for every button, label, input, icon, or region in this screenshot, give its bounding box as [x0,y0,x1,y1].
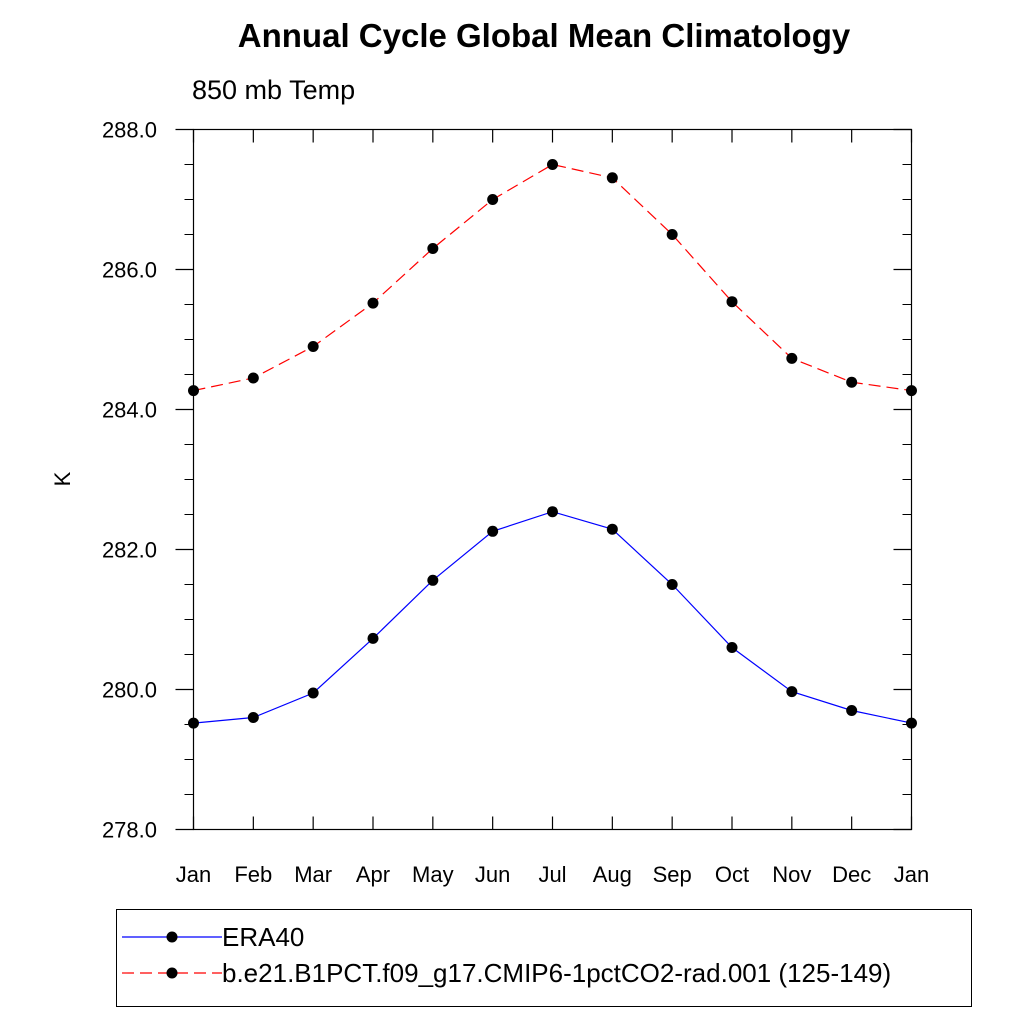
y-axis-label: K [50,471,75,486]
chart-title: Annual Cycle Global Mean Climatology [238,17,851,54]
series-1-point [247,372,259,384]
series-1-point [726,296,738,308]
legend-box [116,909,972,1007]
x-tick-label: Apr [356,862,390,887]
legend-marker-1 [166,967,178,979]
x-tick-label: Dec [832,862,871,887]
x-tick-label: May [412,862,454,887]
x-tick-label: Sep [653,862,692,887]
series-1-point [666,229,678,240]
series-1-point [846,376,858,388]
series-0-point [367,632,379,644]
series-1-point [786,352,798,364]
x-tick-label: Mar [294,862,332,887]
series-0-point [666,579,678,590]
legend: ERA40 b.e21.B1PCT.f09_g17.CMIP6-1pctCO2-r… [116,909,972,1007]
y-tick-label: 278.0 [102,818,157,843]
x-tick-label: Nov [772,862,811,887]
axis-ticks [175,128,913,831]
series-1-point [367,297,379,309]
x-tick-label: Jul [538,862,566,887]
x-tick-label: Jan [176,862,211,887]
series-layer [188,159,917,729]
series-line-1 [193,163,912,392]
series-1-point [606,172,618,184]
x-tick-label: Aug [593,862,632,887]
series-0-point [547,506,558,518]
series-0-point [487,525,499,537]
y-tick-label: 280.0 [102,678,157,703]
plot-frame [192,128,913,831]
series-line-0 [193,511,912,724]
x-tick-label: Feb [234,862,272,887]
y-tick-label: 284.0 [102,398,157,423]
legend-label-0: ERA40 [222,922,304,952]
x-tick-label: Jun [475,862,510,887]
series-0-point [427,574,439,586]
series-0-point [846,705,858,716]
series-0-point [307,687,319,699]
tick-labels: Jan Feb Mar Apr May Jun Jul Aug Sep Oct Nov Dec Jan 2… [102,118,929,888]
legend-label-1: b.e21.B1PCT.f09_g17.CMIP6-1pctCO2-rad.00… [222,958,891,988]
legend-marker-0 [166,931,178,943]
series-0-point [606,523,618,535]
y-tick-label: 288.0 [102,118,157,143]
series-1-point [547,159,558,170]
series-0-point [726,642,738,653]
series-1-point [427,243,439,254]
chart-subtitle: 850 mb Temp [192,75,355,105]
x-tick-label: Oct [715,862,749,887]
x-tick-label: Jan [894,862,929,887]
y-tick-label: 282.0 [102,538,157,563]
y-tick-label: 286.0 [102,258,157,283]
series-0-point [247,712,259,723]
series-1-point [487,194,499,205]
series-1-point [307,341,319,352]
series-0-point [786,686,798,698]
